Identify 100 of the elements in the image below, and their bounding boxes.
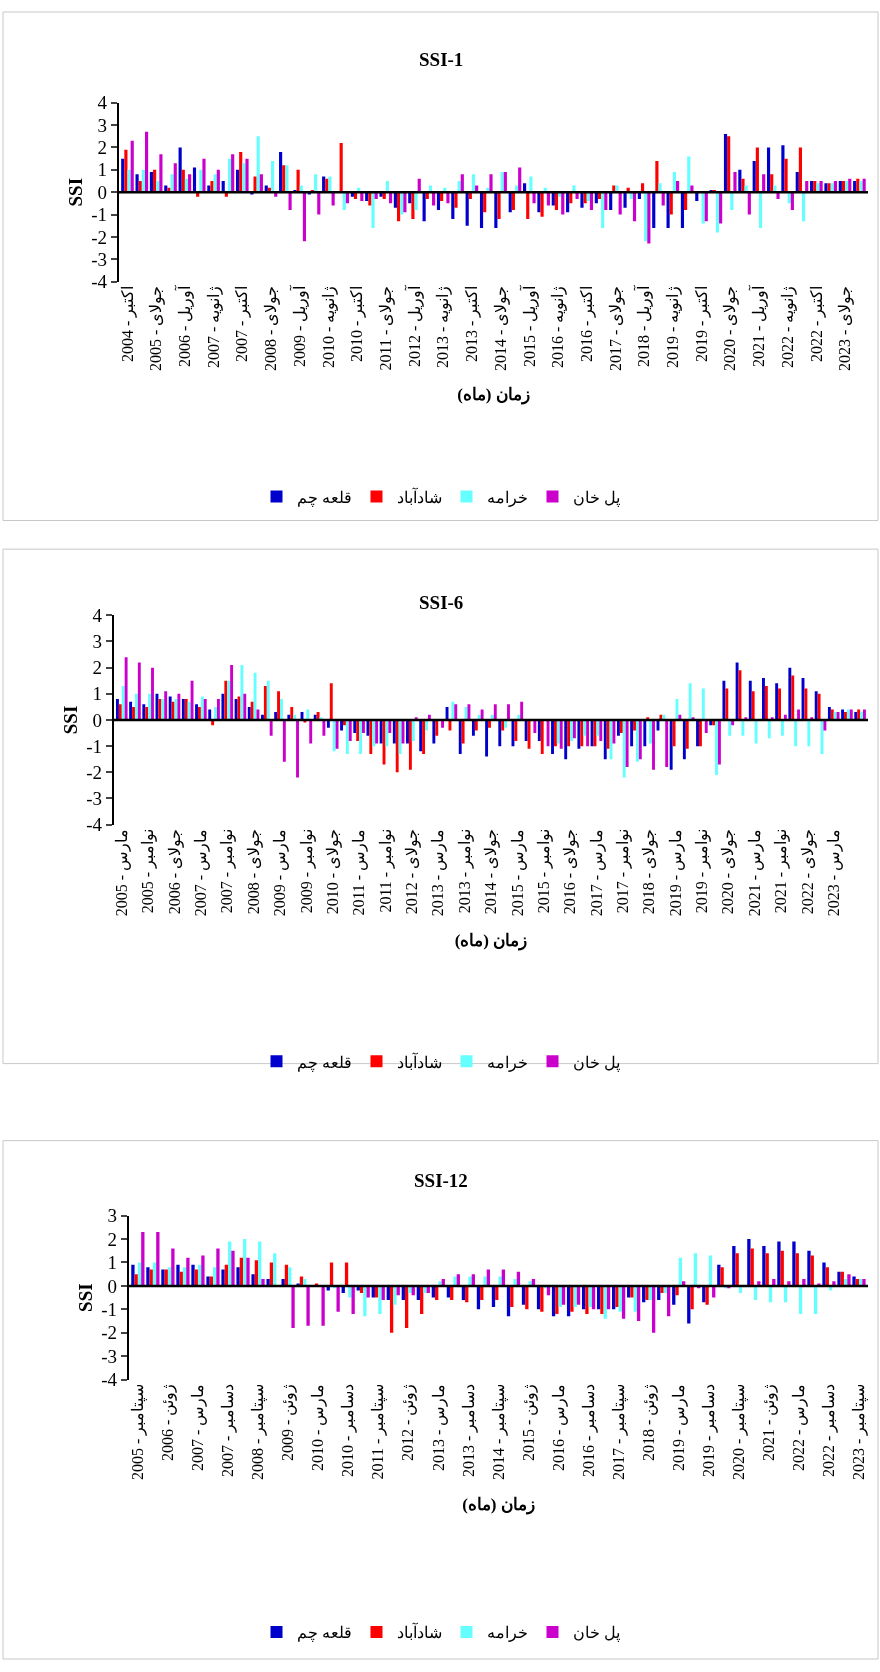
x-tick-label: نوامبر - 2011 <box>376 828 395 913</box>
x-tick-label: مارس - 2011 <box>350 828 369 916</box>
y-tick-label: -4 <box>101 1369 118 1391</box>
x-tick-label: مارس - 2023 <box>824 828 843 917</box>
x-tick-label: ژانویه - 2007 <box>204 285 223 369</box>
x-tick-label: اکتبر - 2019 <box>692 285 711 363</box>
x-tick-label: دسامبر - 2013 <box>459 1383 478 1478</box>
x-tick-label: آوریل - 2021 <box>748 283 769 368</box>
y-tick-label: -3 <box>101 1345 118 1367</box>
chart-title: SSI-12 <box>414 1170 468 1191</box>
legend-label: قلعه چم <box>296 488 352 507</box>
x-tick-label: جولای - 2012 <box>403 828 422 915</box>
x-tick-label: مارس - 2013 <box>429 1383 448 1472</box>
x-tick-label: ژانویه - 2016 <box>549 285 568 369</box>
x-tick-label: ژانویه - 2010 <box>319 285 338 369</box>
x-tick-label: ژوئن - 2006 <box>159 1383 178 1462</box>
x-tick-label: سپتامبر - 2014 <box>489 1383 508 1481</box>
y-tick-label: -1 <box>91 204 108 226</box>
y-tick-label: 0 <box>107 1275 118 1297</box>
legend-label: خرامه <box>486 1624 528 1643</box>
y-tick-label: 2 <box>92 657 103 679</box>
x-tick-label: جولای - 2023 <box>836 285 855 372</box>
x-tick-label: جولای - 2016 <box>561 828 580 915</box>
x-tick-label: ژوئن - 2021 <box>760 1383 779 1462</box>
x-tick-label: ژوئن - 2018 <box>639 1383 658 1462</box>
y-tick-label: -3 <box>86 788 103 810</box>
x-tick-label: سپتامبر - 2017 <box>609 1383 628 1481</box>
x-tick-label: ژوئن - 2015 <box>519 1383 538 1462</box>
y-tick-label: -2 <box>91 226 108 248</box>
x-tick-label: جولای - 2014 <box>482 828 501 915</box>
legend-label: پل خان <box>572 1053 620 1072</box>
x-tick-label: آوریل - 2009 <box>288 283 309 368</box>
x-tick-label: مارس - 2009 <box>271 828 290 917</box>
y-tick-label: -3 <box>91 248 108 270</box>
legend-label: قلعه چم <box>296 1053 352 1072</box>
x-tick-label: اکتبر - 2004 <box>118 285 137 363</box>
x-tick-label: جولای - 2010 <box>323 828 342 915</box>
x-tick-label: جولای - 2018 <box>640 828 659 915</box>
legend-label: خرامه <box>486 488 528 507</box>
x-tick-label: ژوئن - 2012 <box>399 1383 418 1462</box>
x-axis-title: زمان (ماه) <box>457 385 530 406</box>
y-tick-label: 1 <box>107 1252 118 1274</box>
x-tick-label: نوامبر - 2009 <box>297 828 316 914</box>
x-tick-label: ژانویه - 2019 <box>664 285 683 369</box>
legend-label: شادآباد <box>396 1622 442 1642</box>
y-axis-title: SSI <box>64 177 86 207</box>
x-tick-label: سپتامبر - 2020 <box>730 1383 749 1481</box>
x-tick-label: سپتامبر - 2023 <box>850 1383 869 1481</box>
x-axis-title: زمان (ماه) <box>462 1494 535 1515</box>
x-tick-label: جولای - 2008 <box>244 828 263 915</box>
x-tick-label: جولای - 2011 <box>377 285 396 371</box>
x-tick-label: جولای - 2005 <box>147 285 166 372</box>
x-tick-label: جولای - 2017 <box>606 285 625 372</box>
x-tick-label: نوامبر - 2021 <box>772 828 791 914</box>
x-tick-label: جولای - 2014 <box>491 285 510 372</box>
y-tick-label: -1 <box>86 735 103 757</box>
y-tick-label: 3 <box>97 114 108 136</box>
x-tick-label: آوریل - 2015 <box>518 283 539 368</box>
x-tick-label: ژانویه - 2013 <box>434 285 453 369</box>
y-tick-label: -2 <box>86 761 103 783</box>
x-tick-label: جولای - 2020 <box>721 285 740 372</box>
x-tick-label: مارس - 2019 <box>669 1383 688 1472</box>
y-tick-label: 2 <box>97 137 108 159</box>
x-tick-label: نوامبر - 2017 <box>613 828 632 914</box>
x-tick-label: اکتبر - 2016 <box>577 285 596 363</box>
y-tick-label: 1 <box>97 159 108 181</box>
x-tick-label: نوامبر - 2013 <box>455 828 474 914</box>
x-tick-label: آوریل - 2006 <box>174 283 195 368</box>
x-tick-label: جولای - 2022 <box>798 828 817 915</box>
x-tick-label: جولای - 2006 <box>165 828 184 915</box>
y-axis-title: SSI <box>74 1283 96 1312</box>
x-tick-label: مارس - 2019 <box>666 828 685 917</box>
x-tick-label: اکتبر - 2010 <box>348 285 367 363</box>
x-tick-label: دسامبر - 2010 <box>339 1383 358 1478</box>
x-tick-label: مارس - 2010 <box>309 1383 328 1472</box>
y-tick-label: -2 <box>101 1322 118 1344</box>
x-tick-label: مارس - 2017 <box>587 828 606 917</box>
y-tick-label: 2 <box>107 1228 118 1250</box>
x-tick-label: نوامبر - 2005 <box>139 828 158 914</box>
x-tick-label: نوامبر - 2019 <box>693 828 712 914</box>
y-tick-label: -4 <box>91 271 108 293</box>
legend-label: شادآباد <box>396 1051 442 1071</box>
x-tick-label: مارس - 2007 <box>189 1383 208 1472</box>
x-tick-label: مارس - 2015 <box>508 828 527 917</box>
x-tick-label: سپتامبر - 2011 <box>369 1383 388 1480</box>
chart-title: SSI-6 <box>419 592 464 613</box>
x-tick-label: مارس - 2021 <box>745 828 764 917</box>
x-tick-label: دسامبر - 2019 <box>699 1383 718 1478</box>
x-tick-label: اکتبر - 2007 <box>233 285 252 363</box>
x-tick-label: نوامبر - 2007 <box>218 828 237 914</box>
x-tick-label: نوامبر - 2015 <box>534 828 553 914</box>
x-tick-label: سپتامبر - 2005 <box>129 1383 148 1481</box>
x-axis-title: زمان (ماه) <box>454 930 528 951</box>
y-tick-label: 4 <box>97 92 108 114</box>
x-tick-label: مارس - 2007 <box>192 828 211 917</box>
x-tick-label: اکتبر - 2013 <box>463 285 482 363</box>
x-tick-label: اکتبر - 2022 <box>807 285 826 363</box>
y-tick-label: 0 <box>92 709 103 731</box>
x-tick-label: دسامبر - 2022 <box>820 1383 839 1478</box>
legend-label: پل خان <box>572 488 620 507</box>
